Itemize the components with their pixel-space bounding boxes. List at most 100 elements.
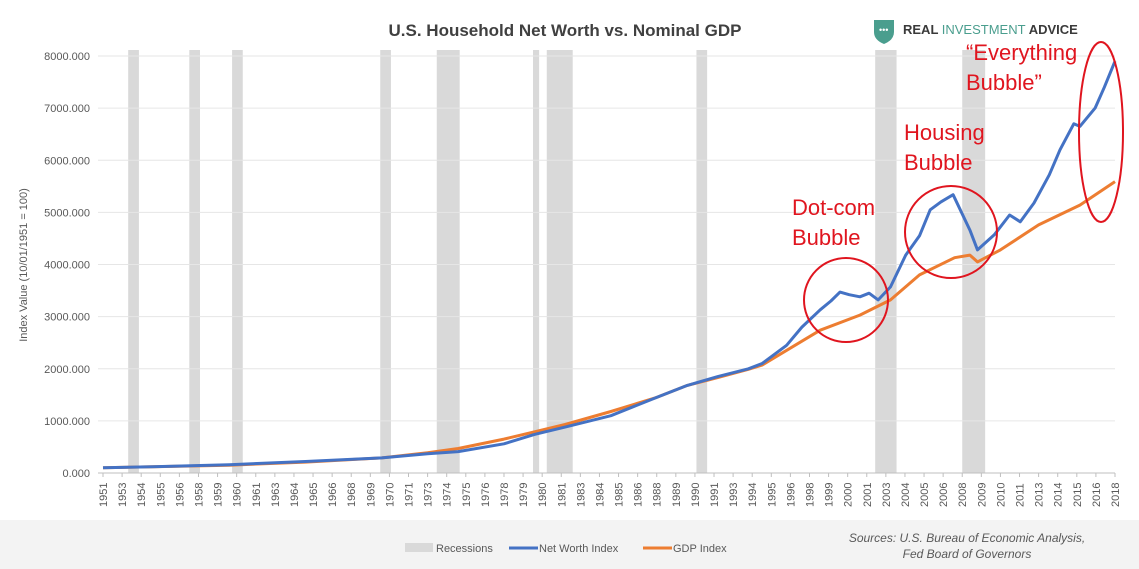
x-tick-label: 1954 (136, 483, 148, 507)
y-tick-label: 8000.000 (44, 51, 90, 63)
x-tick-label: 1984 (594, 483, 606, 507)
recession-bands (128, 50, 986, 473)
x-tick-label: 2015 (1072, 483, 1084, 507)
x-tick-label: 1965 (308, 483, 320, 507)
x-tick-label: 1960 (232, 483, 244, 507)
x-tick-label: 2000 (843, 483, 855, 507)
y-tick-label: 0.000 (62, 468, 90, 480)
sources-line1: Sources: U.S. Bureau of Economic Analysi… (849, 531, 1085, 545)
x-tick-label: 1958 (193, 483, 205, 507)
x-tick-label: 2004 (900, 483, 912, 507)
x-tick-label: 1981 (556, 483, 568, 507)
x-tick-label: 1964 (289, 483, 301, 507)
x-tick-label: 1969 (365, 483, 377, 507)
annotation-dotcom-line1: Dot-com (792, 195, 875, 220)
recession-band (875, 50, 897, 473)
annotation-housing: Housing Bubble (904, 120, 998, 279)
x-tick-label: 1963 (270, 483, 282, 507)
x-tick-label: 1990 (690, 483, 702, 507)
x-tick-label: 1994 (747, 483, 759, 507)
sources-line2: Fed Board of Governors (903, 547, 1032, 561)
y-tick-label: 3000.000 (44, 312, 90, 324)
shield-logo-icon (874, 20, 894, 44)
x-tick-label: 2008 (957, 483, 969, 507)
annotation-housing-line1: Housing (904, 120, 985, 145)
x-tick-label: 2001 (862, 483, 874, 507)
x-tick-label: 1980 (537, 483, 549, 507)
legend-recessions: Recessions (436, 543, 493, 555)
x-tick-label: 1955 (155, 483, 167, 507)
y-tick-label: 7000.000 (44, 103, 90, 115)
legend-recessions-swatch (405, 543, 433, 552)
x-tick-label: 1961 (251, 483, 263, 507)
x-tick-label: 1971 (404, 483, 416, 507)
x-tick-label: 1975 (461, 483, 473, 507)
x-tick-label: 1978 (499, 483, 511, 507)
x-tick-label: 1993 (728, 483, 740, 507)
y-tick-label: 1000.000 (44, 416, 90, 428)
x-tick-label: 1995 (766, 483, 778, 507)
x-tick-label: 2011 (1015, 483, 1027, 507)
annotation-everything: “Everything Bubble” (966, 40, 1124, 223)
x-tick-label: 1970 (384, 483, 396, 507)
recession-band (696, 50, 708, 473)
recession-band (128, 50, 139, 473)
y-axis-ticks: 0.000 1000.000 2000.000 3000.000 4000.000 500… (44, 51, 90, 480)
x-tick-label: 1999 (824, 483, 836, 507)
y-tick-label: 6000.000 (44, 155, 90, 167)
net-worth-index-line (102, 60, 1117, 470)
series-lines (102, 60, 1117, 470)
x-tick-label: 2003 (881, 483, 893, 507)
footer-band (0, 520, 1139, 569)
x-tick-label: 1966 (327, 483, 339, 507)
x-tick-label: 1968 (346, 483, 358, 507)
x-tick-label: 2005 (919, 483, 931, 507)
annotation-housing-circle (904, 185, 998, 279)
recession-band (436, 50, 460, 473)
x-tick-label: 1974 (442, 483, 454, 507)
y-tick-label: 4000.000 (44, 260, 90, 272)
annotation-everything-ellipse (1078, 41, 1124, 223)
annotation-housing-line2: Bubble (904, 150, 973, 175)
chart-title: U.S. Household Net Worth vs. Nominal GDP (389, 21, 742, 40)
x-tick-label: 1979 (518, 483, 530, 507)
x-tick-label: 1956 (174, 483, 186, 507)
gridlines (98, 55, 1115, 474)
x-tick-label: 1953 (117, 483, 129, 507)
annotation-dotcom: Dot-com Bubble (792, 195, 889, 343)
x-tick-label: 2016 (1091, 483, 1103, 507)
x-tick-label: 1989 (671, 483, 683, 507)
legend-gdp: GDP Index (673, 543, 727, 555)
recession-band (232, 50, 243, 473)
x-tick-label: 1973 (423, 483, 435, 507)
x-tick-label: 2014 (1053, 483, 1065, 507)
x-tick-label: 1998 (804, 483, 816, 507)
x-tick-label: 2013 (1034, 483, 1046, 507)
y-tick-label: 2000.000 (44, 364, 90, 376)
recession-band (533, 50, 540, 473)
x-tick-label: 1985 (614, 483, 626, 507)
annotation-everything-line2: Bubble” (966, 70, 1042, 95)
x-tick-label: 2018 (1110, 483, 1122, 507)
logo-text: REAL INVESTMENT ADVICE (903, 22, 1078, 37)
logo: ••• REAL INVESTMENT ADVICE (874, 20, 1078, 44)
recession-band (546, 50, 573, 473)
x-tick-label: 1991 (709, 483, 721, 507)
y-axis-label: Index Value (10/01/1951 = 100) (18, 188, 30, 342)
x-tick-label: 1976 (480, 483, 492, 507)
x-tick-label: 1988 (652, 483, 664, 507)
legend: Recessions Net Worth Index GDP Index (405, 543, 727, 555)
x-tick-label: 1983 (575, 483, 587, 507)
x-tick-label: 2009 (976, 483, 988, 507)
annotation-everything-line1: “Everything (966, 40, 1077, 65)
x-tick-label: 1951 (98, 483, 110, 507)
x-tick-label: 1986 (633, 483, 645, 507)
x-axis-ticks: 1951 1953 1954 1955 1956 1958 1959 1960 1961 1963… (98, 473, 1122, 507)
x-tick-label: 1996 (785, 483, 797, 507)
x-tick-label: 2006 (938, 483, 950, 507)
x-tick-label: 2010 (995, 483, 1007, 507)
recession-band (962, 50, 986, 473)
recession-band (189, 50, 200, 473)
recession-band (380, 50, 391, 473)
